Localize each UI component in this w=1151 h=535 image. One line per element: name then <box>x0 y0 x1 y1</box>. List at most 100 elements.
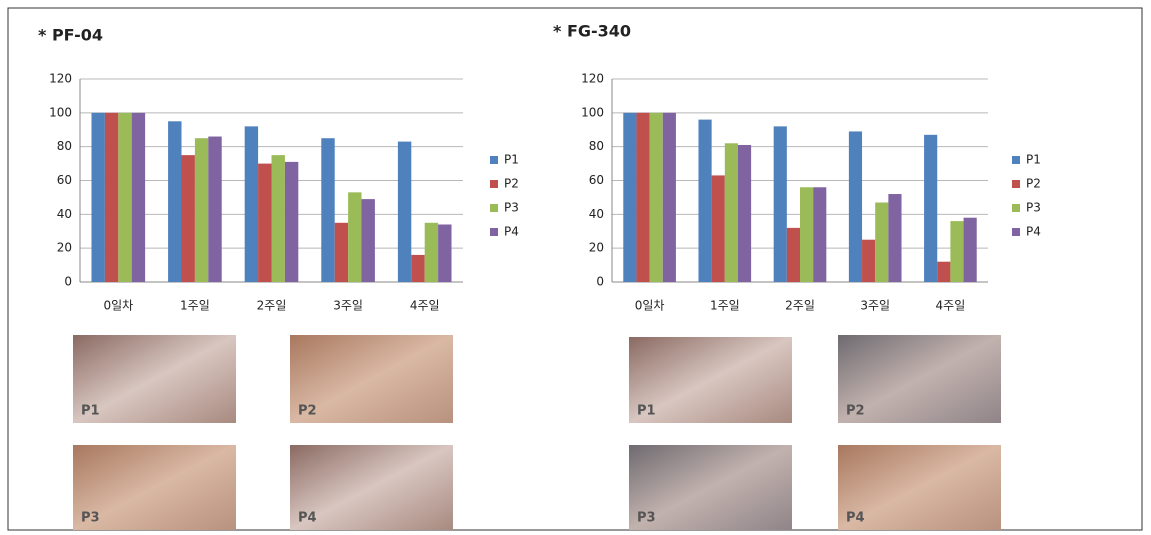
micrograph <box>73 445 236 530</box>
bar <box>194 138 209 282</box>
image-label: P3 <box>637 511 656 526</box>
y-tick-label: 40 <box>589 207 604 221</box>
legend-label: P2 <box>1026 177 1041 191</box>
legend-swatch <box>1012 156 1020 164</box>
legend-label: P3 <box>504 201 519 215</box>
x-tick-label: 2주일 <box>785 299 815 313</box>
bar <box>411 254 425 282</box>
legend-label: P3 <box>1026 201 1041 215</box>
bar <box>662 112 676 282</box>
frame <box>7 7 1143 531</box>
legend-swatch <box>490 180 498 188</box>
bar <box>284 161 299 282</box>
bar <box>737 144 752 282</box>
legend-label: P4 <box>504 225 519 239</box>
bar <box>813 187 827 282</box>
x-tick-label: 4주일 <box>936 299 966 313</box>
bar <box>168 121 182 283</box>
image-label: P3 <box>81 511 100 526</box>
legend-label: P4 <box>1026 225 1041 239</box>
bar <box>963 217 977 282</box>
image-label: P4 <box>846 511 865 526</box>
y-tick-label: 80 <box>57 139 72 153</box>
y-tick-label: 120 <box>581 72 604 86</box>
y-tick-label: 60 <box>589 173 604 187</box>
image-label: P2 <box>846 404 865 419</box>
legend-swatch <box>1012 228 1020 236</box>
bar <box>424 222 439 282</box>
x-tick-label: 3주일 <box>333 299 363 313</box>
y-tick-label: 80 <box>589 139 604 153</box>
legend-label: P1 <box>1026 153 1041 167</box>
chart-title: * PF-04 <box>38 26 103 45</box>
legend-swatch <box>1012 180 1020 188</box>
bar <box>698 119 712 282</box>
micrograph <box>290 445 453 530</box>
micrograph <box>838 445 1001 530</box>
bar <box>258 163 272 282</box>
x-tick-label: 2주일 <box>257 299 287 313</box>
legend-label: P1 <box>504 153 519 167</box>
y-tick-label: 20 <box>57 241 72 255</box>
x-tick-label: 0일차 <box>635 299 665 313</box>
bar <box>800 187 814 282</box>
bar <box>848 131 863 282</box>
image-label: P4 <box>298 511 317 526</box>
bar <box>361 199 375 282</box>
bar <box>397 141 412 282</box>
bar <box>91 112 105 282</box>
bar <box>271 155 285 282</box>
image-label: P1 <box>81 404 100 419</box>
image-label: P1 <box>637 404 656 419</box>
bar <box>118 112 132 282</box>
bar <box>888 194 902 282</box>
y-tick-label: 20 <box>589 241 604 255</box>
micrograph <box>73 335 236 423</box>
x-tick-label: 3주일 <box>860 299 890 313</box>
bar <box>711 175 725 282</box>
micrograph <box>629 337 792 423</box>
legend-swatch <box>490 228 498 236</box>
bar <box>104 112 119 282</box>
bar <box>636 112 650 282</box>
x-tick-label: 0일차 <box>103 299 133 313</box>
bar <box>875 202 889 282</box>
legend-label: P2 <box>504 177 519 191</box>
y-tick-label: 100 <box>581 105 604 119</box>
bar <box>649 112 663 282</box>
bar <box>862 239 876 282</box>
bar <box>924 134 938 282</box>
x-tick-label: 1주일 <box>180 299 210 313</box>
chart-title: * FG-340 <box>553 22 631 41</box>
bar <box>937 261 951 282</box>
y-tick-label: 0 <box>596 275 604 289</box>
y-tick-label: 0 <box>64 275 72 289</box>
micrograph <box>629 445 792 530</box>
bar <box>773 126 787 282</box>
bar <box>334 222 349 282</box>
bar <box>181 155 195 282</box>
bar <box>348 192 362 282</box>
bar <box>244 126 259 282</box>
bar <box>950 221 964 282</box>
legend-swatch <box>490 204 498 212</box>
y-tick-label: 120 <box>49 72 72 86</box>
micrograph <box>838 335 1001 423</box>
bar <box>724 143 738 282</box>
bar <box>208 136 222 282</box>
bar <box>321 138 335 282</box>
bar <box>786 227 800 282</box>
legend-swatch <box>1012 204 1020 212</box>
bar <box>131 112 146 282</box>
micrograph <box>290 335 453 423</box>
bar <box>623 112 637 282</box>
x-tick-label: 4주일 <box>410 299 440 313</box>
y-tick-label: 60 <box>57 173 72 187</box>
bar <box>438 224 452 282</box>
y-tick-label: 100 <box>49 105 72 119</box>
image-label: P2 <box>298 404 317 419</box>
x-tick-label: 1주일 <box>710 299 740 313</box>
y-tick-label: 40 <box>57 207 72 221</box>
legend-swatch <box>490 156 498 164</box>
